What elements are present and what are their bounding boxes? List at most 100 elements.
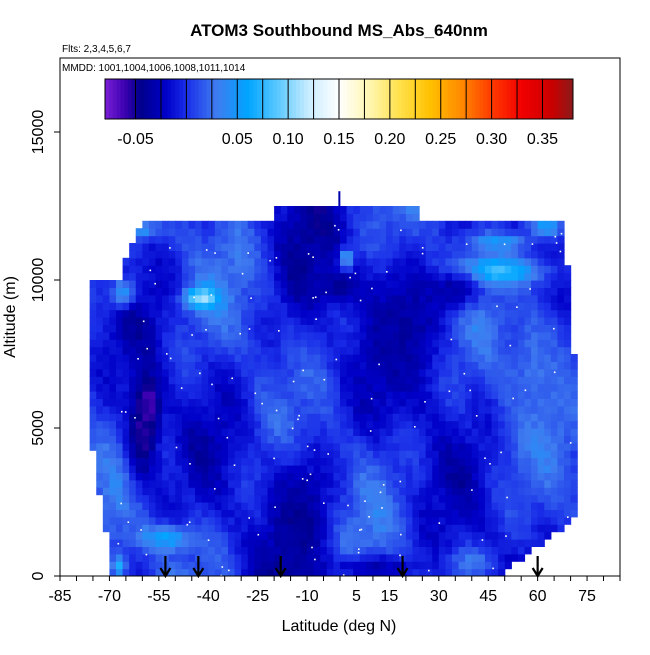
heatmap-cell [399,317,407,325]
heatmap-cell [267,398,275,407]
heatmap-cell [221,450,229,459]
heatmap-cell [544,487,552,496]
heatmap-cell [445,324,453,333]
heatmap-cell [531,487,539,496]
heatmap-cell [557,383,565,392]
heatmap-cell [372,524,381,533]
colorbar-segment [194,79,200,119]
heatmap-cell [511,413,519,422]
heatmap-cell [346,524,354,533]
heatmap-cell [517,317,526,325]
heatmap-cell [267,346,275,355]
speckle-dot [191,334,193,336]
heatmap-cell [195,361,203,370]
heatmap-cell [188,420,196,429]
heatmap-cell [102,287,111,296]
heatmap-cell [471,561,479,570]
heatmap-cell [353,442,361,451]
heatmap-cell [241,568,249,576]
heatmap-cell [307,428,315,436]
heatmap-cell [280,257,288,266]
heatmap-cell [89,413,97,422]
heatmap-cell [247,539,255,547]
heatmap-cell [465,265,473,274]
heatmap-cell [254,457,262,466]
heatmap-cell [320,435,328,444]
colorbar-segment [323,79,328,119]
heatmap-cell [386,280,394,288]
heatmap-cell [168,317,176,325]
heatmap-cell [247,450,255,459]
heatmap-cell [438,457,447,466]
heatmap-cell [438,228,447,237]
heatmap-cell [537,272,545,281]
heatmap-cell [412,361,420,370]
heatmap-cell [511,405,519,414]
colorbar-tick-label: -0.05 [117,131,154,148]
heatmap-cell [386,243,394,251]
heatmap-cell [181,235,190,244]
heatmap-cell [537,250,545,259]
heatmap-cell [168,494,176,503]
heatmap-cell [267,465,275,473]
heatmap-cell [129,465,137,473]
heatmap-cell [471,339,479,348]
heatmap-cell [359,502,367,510]
heatmap-cell [96,487,104,496]
heatmap-cell [412,220,420,229]
heatmap-cell [326,339,335,348]
heatmap-cell [287,265,295,274]
speckle-dot [231,377,233,380]
heatmap-cell [491,339,499,348]
heatmap-cell [372,487,381,496]
heatmap-cell [465,494,473,503]
heatmap-cell [326,317,335,325]
heatmap-cell [195,509,203,518]
heatmap-cell [155,465,163,473]
heatmap-cell [228,472,236,481]
heatmap-cell [478,398,486,407]
heatmap-cell [438,479,447,488]
heatmap-cell [478,405,486,414]
heatmap-cell [353,206,361,214]
heatmap-cell [188,391,196,399]
heatmap-cell [392,479,400,488]
heatmap-cell [274,376,282,385]
heatmap-cell [116,435,124,444]
heatmap-cell [109,509,117,518]
heatmap-cell [484,472,493,481]
heatmap-cell [392,435,400,444]
heatmap-cell [148,494,157,503]
colorbar-segment [420,79,426,119]
colorbar-segment [401,79,406,119]
heatmap-cell [484,280,493,288]
heatmap-cell [155,442,163,451]
x-tick-label: 45 [479,588,497,605]
heatmap-cell [511,235,519,244]
colorbar-segment [522,79,527,119]
heatmap-cell [340,287,348,296]
heatmap-cell [313,494,321,503]
heatmap-cell [102,442,111,451]
heatmap-cell [491,487,499,496]
heatmap-cell [293,502,302,510]
heatmap-cell [293,553,302,562]
heatmap-cell [346,309,354,318]
heatmap-cell [445,516,453,525]
heatmap-cell [293,302,302,311]
heatmap-cell [359,339,367,348]
heatmap-cell [412,428,420,436]
speckle-dot [505,535,507,537]
heatmap-cell [280,287,288,296]
heatmap-cell [524,531,532,540]
heatmap-cell [379,457,387,466]
heatmap-cell [399,479,407,488]
heatmap-cell [531,420,539,429]
heatmap-cell [287,465,295,473]
heatmap-cell [366,457,374,466]
colorbar-segment [116,79,122,119]
heatmap-cell [392,531,400,540]
heatmap-cell [168,465,176,473]
heatmap-cell [116,287,124,296]
heatmap-cell [340,376,348,385]
